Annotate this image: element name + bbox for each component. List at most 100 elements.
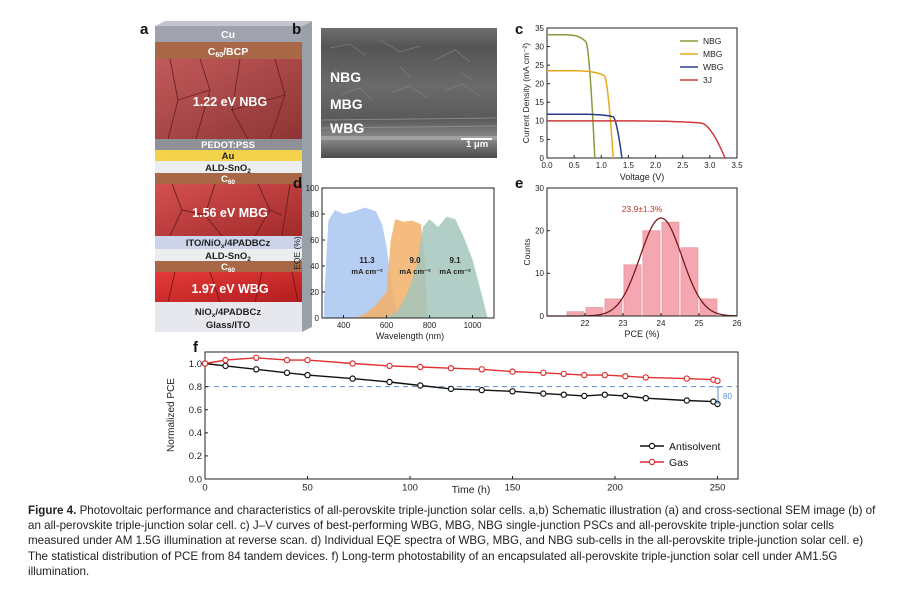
x-tick-label: 2.0 [650,161,662,170]
series-point-gas [447,365,455,372]
y-tick-label: 20 [535,80,544,89]
chart-d-xlabel: Wavelength (nm) [376,331,444,341]
layer-ito-niox [155,236,302,249]
legend-label-gas: Gas [669,457,688,469]
layer-pedot-label: PEDOT:PSS [201,140,255,151]
series-point-gas [304,356,311,364]
legend-label-mbg: MBG [703,49,722,59]
panel-letter-b: b [292,21,301,38]
series-point-antisolvent [540,390,547,397]
chart-d-jsc-labels: 11.3 mA cm⁻² 9.0 mA cm⁻² 9.1 mA cm⁻² [351,256,471,276]
y-tick-label: 30 [535,42,544,51]
chart-e-y-ticks: 0 10 20 30 [535,184,550,321]
x-tick-label: 1000 [464,321,482,330]
chart-c-x-ticks: 0.0 0.5 1.0 1.5 2.0 2.5 3.0 3.5 [541,155,743,170]
layer-c60-bcp [155,42,302,59]
sem-label-wbg: WBG [330,120,364,136]
y-tick-label: 0.8 [189,382,202,393]
layer-au [155,150,302,161]
series-point-antisolvent [478,386,485,394]
stack-side-face [302,21,312,332]
series-point-gas [642,374,650,381]
chart-f-series [201,354,721,408]
chart-d-y-ticks: 0 20 40 60 80 100 [306,184,325,323]
layer-pedot [155,139,302,150]
y-tick-label: 1.0 [189,359,202,370]
series-point-gas [714,377,721,385]
chart-e-x-ticks: 22 23 24 25 26 [581,313,742,328]
series-point-gas [601,371,609,379]
chart-e-annotation: 23.9±1.3% [622,204,663,214]
layer-c60-1 [155,173,302,184]
panel-f: f 0 50 100 150 200 250 0.00.20.40.60.81.0 80 … [166,339,739,496]
layer-mbg-label: 1.56 eV MBG [192,206,268,220]
layer-sno2-2-label: ALD-SnO2 [205,251,251,263]
series-point-gas [622,373,629,380]
series-point-antisolvent [601,391,609,398]
x-tick-label: 25 [695,319,704,328]
x-tick-label: 100 [402,483,418,494]
chart-f-frame [204,351,739,480]
chart-d-x-ticks: 400 600 800 1000 [337,315,482,330]
y-tick-label: 35 [535,24,544,33]
stack-top-face [155,21,312,26]
x-tick-label: 150 [505,483,521,494]
wbg-grain-boundaries [167,271,299,303]
series-point-gas [417,363,424,371]
chart-c-frame [546,27,738,159]
y-tick-label: 0.2 [189,451,202,462]
series-point-antisolvent [683,397,691,404]
sem-label-mbg: MBG [330,96,363,112]
x-tick-label: 24 [657,319,666,328]
y-tick-label: 0 [540,312,545,321]
layer-niox-label: NiOx/4PADBCz [195,307,262,319]
series-line-gas [204,357,718,382]
panel-letter-c: c [515,21,523,38]
series-point-antisolvent [417,382,424,389]
sem-label-nbg: NBG [330,69,361,85]
panel-letter-f: f [193,339,199,356]
y-tick-label: 10 [535,269,544,278]
y-tick-label: 0 [540,154,545,163]
jsc-value-nbg: 9.1 [449,256,461,265]
jsc-unit-nbg: mA cm⁻² [439,267,471,276]
layer-sno2-1-label: ALD-SnO2 [205,163,251,175]
x-tick-label: 0 [202,483,207,494]
eqe-area-wbg [324,207,400,318]
series-point-gas [540,369,547,376]
x-tick-label: 26 [733,319,742,328]
x-tick-label: 2.5 [677,161,689,170]
sem-scale-label: 1 μm [466,139,488,150]
x-tick-label: 200 [607,483,623,494]
chart-f-80-marker: 80 [715,386,732,404]
chart-d-areas [324,207,488,318]
x-tick-label: 23 [619,319,628,328]
chart-e-frame [546,187,738,317]
series-point-antisolvent [581,392,588,400]
series-point-antisolvent [509,388,516,395]
series-point-antisolvent [304,371,311,379]
chart-c-curves [547,33,726,159]
legend-marker-gas [648,458,656,466]
jv-curve-3j [547,120,726,159]
y-tick-label: 30 [535,184,544,193]
layer-wbg-label: 1.97 eV WBG [191,282,268,296]
nbg-grain-boundaries [167,58,286,140]
series-point-gas [560,370,568,378]
chart-e-ylabel: Counts [522,239,532,266]
chart-f-legend: Antisolvent Gas [640,441,720,469]
y-tick-label: 5 [540,135,545,144]
y-tick-label: 15 [535,98,544,107]
series-point-gas [349,360,356,367]
series-point-gas [253,354,260,361]
chart-e-xlabel: PCE (%) [624,329,659,339]
series-point-antisolvent [622,392,629,400]
x-tick-label: 400 [337,321,351,330]
layer-au-label: Au [222,151,235,162]
legend-label-antisolvent: Antisolvent [669,441,720,453]
series-point-gas [222,356,229,364]
legend-label-3j: 3J [703,75,712,85]
series-line-antisolvent [204,362,718,405]
panel-a: a Cu C60/BCP 1.22 eV NBG PEDOT:PSS Au AL… [140,21,312,332]
x-tick-label: 3.0 [704,161,716,170]
